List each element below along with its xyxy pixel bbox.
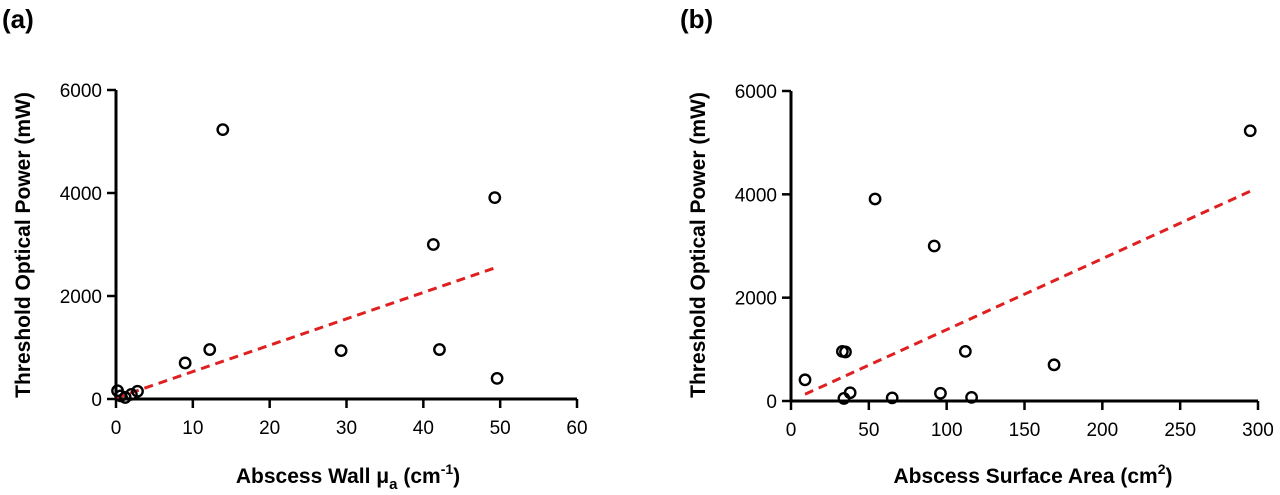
panel-a-plot: 0 10 20 30 40 50 60 0 2000 4000 6000 [60,81,588,439]
panel-a-data-point [216,123,230,137]
panel-a: (a) Threshold Optical Power (mW) Abscess… [2,4,588,493]
panel-b-y-tick-label: 2000 [735,289,777,310]
panel-b-data-point [885,391,899,405]
panel-a-data-point [131,384,144,398]
panel-a-ylabel: Threshold Optical Power (mW) [12,92,35,398]
panel-b-x-tick-label: 100 [931,420,963,441]
panel-a-x-tick-label: 0 [111,418,122,439]
panel-a-xlabel-end: ) [453,465,460,488]
panel-b-xlabel: Abscess Surface Area (cm2) [894,461,1173,488]
panel-b-xlabel-main: Abscess Surface Area (cm [894,465,1158,488]
panel-b-data-point [1243,124,1257,138]
panel-a-y-tick-label: 6000 [60,81,102,102]
panel-b-data-point [965,390,978,404]
panel-b-label: (b) [680,4,713,34]
panel-a-data-point [178,356,192,370]
panel-b-x-tick-label: 50 [858,420,879,441]
panel-b-x-tick-label: 150 [1009,420,1041,441]
panel-a-x-tick-label: 30 [336,418,357,439]
panel-b-ylabel: Threshold Optical Power (mW) [687,92,710,398]
panel-b-data-point [1047,358,1061,372]
panel-a-data-point [334,344,348,357]
panel-a-x-tick-label: 40 [413,418,434,439]
panel-b-data-point [868,192,882,206]
panel-a-data-point [118,391,132,404]
panel-a-fit-line [115,265,498,400]
panel-b: (b) Threshold Optical Power (mW) Abscess… [680,4,1274,488]
panel-a-label: (a) [2,4,34,34]
panel-b-y-tick-label: 0 [766,392,777,413]
panel-b-y-tick-label: 4000 [735,185,777,206]
panel-a-x-tick-label: 50 [490,418,511,439]
panel-a-data-point [426,238,440,251]
panel-b-x-tick-label: 200 [1086,420,1118,441]
panel-a-x-tick-label: 10 [182,418,203,439]
panel-a-xlabel: Abscess Wall μa (cm-1) [236,461,460,493]
panel-a-x-tick-label: 60 [566,418,587,439]
panel-b-xlabel-end: ) [1166,465,1173,488]
panel-a-y-tick-label: 4000 [60,184,102,205]
panel-b-y-tick-label: 6000 [735,82,777,103]
panel-a-data-point [488,191,502,205]
panel-b-data-point [843,386,857,400]
panel-b-data-point [934,386,947,400]
panel-b-fit-line [804,189,1251,396]
panel-b-x-tick-label: 250 [1164,420,1196,441]
panel-a-y-tick-label: 2000 [60,287,102,308]
panel-b-data-point [958,344,972,358]
panel-a-xlabel-sub: a [389,476,398,493]
panel-a-data-point [124,387,138,401]
panel-a-xlabel-main: Abscess Wall μ [236,465,389,488]
panel-b-x-tick-label: 300 [1242,420,1274,441]
panel-b-x-tick-label: 0 [786,420,797,441]
panel-a-xlabel-mid: (cm [398,465,441,488]
panel-a-data-point [203,343,217,356]
panel-a-data-point [433,343,446,356]
panel-a-x-tick-label: 20 [259,418,280,439]
panel-b-data-point [798,373,812,387]
panel-b-xlabel-sup: 2 [1158,461,1166,477]
panel-a-xlabel-sup: -1 [441,461,454,477]
panel-a-y-tick-label: 0 [91,390,102,411]
panel-b-data-point [839,345,852,359]
panel-b-plot: 0 50 100 150 200 250 300 0 2000 4000 6000 [735,82,1274,441]
panel-a-data-point [490,371,504,385]
panel-b-data-point [927,239,941,253]
